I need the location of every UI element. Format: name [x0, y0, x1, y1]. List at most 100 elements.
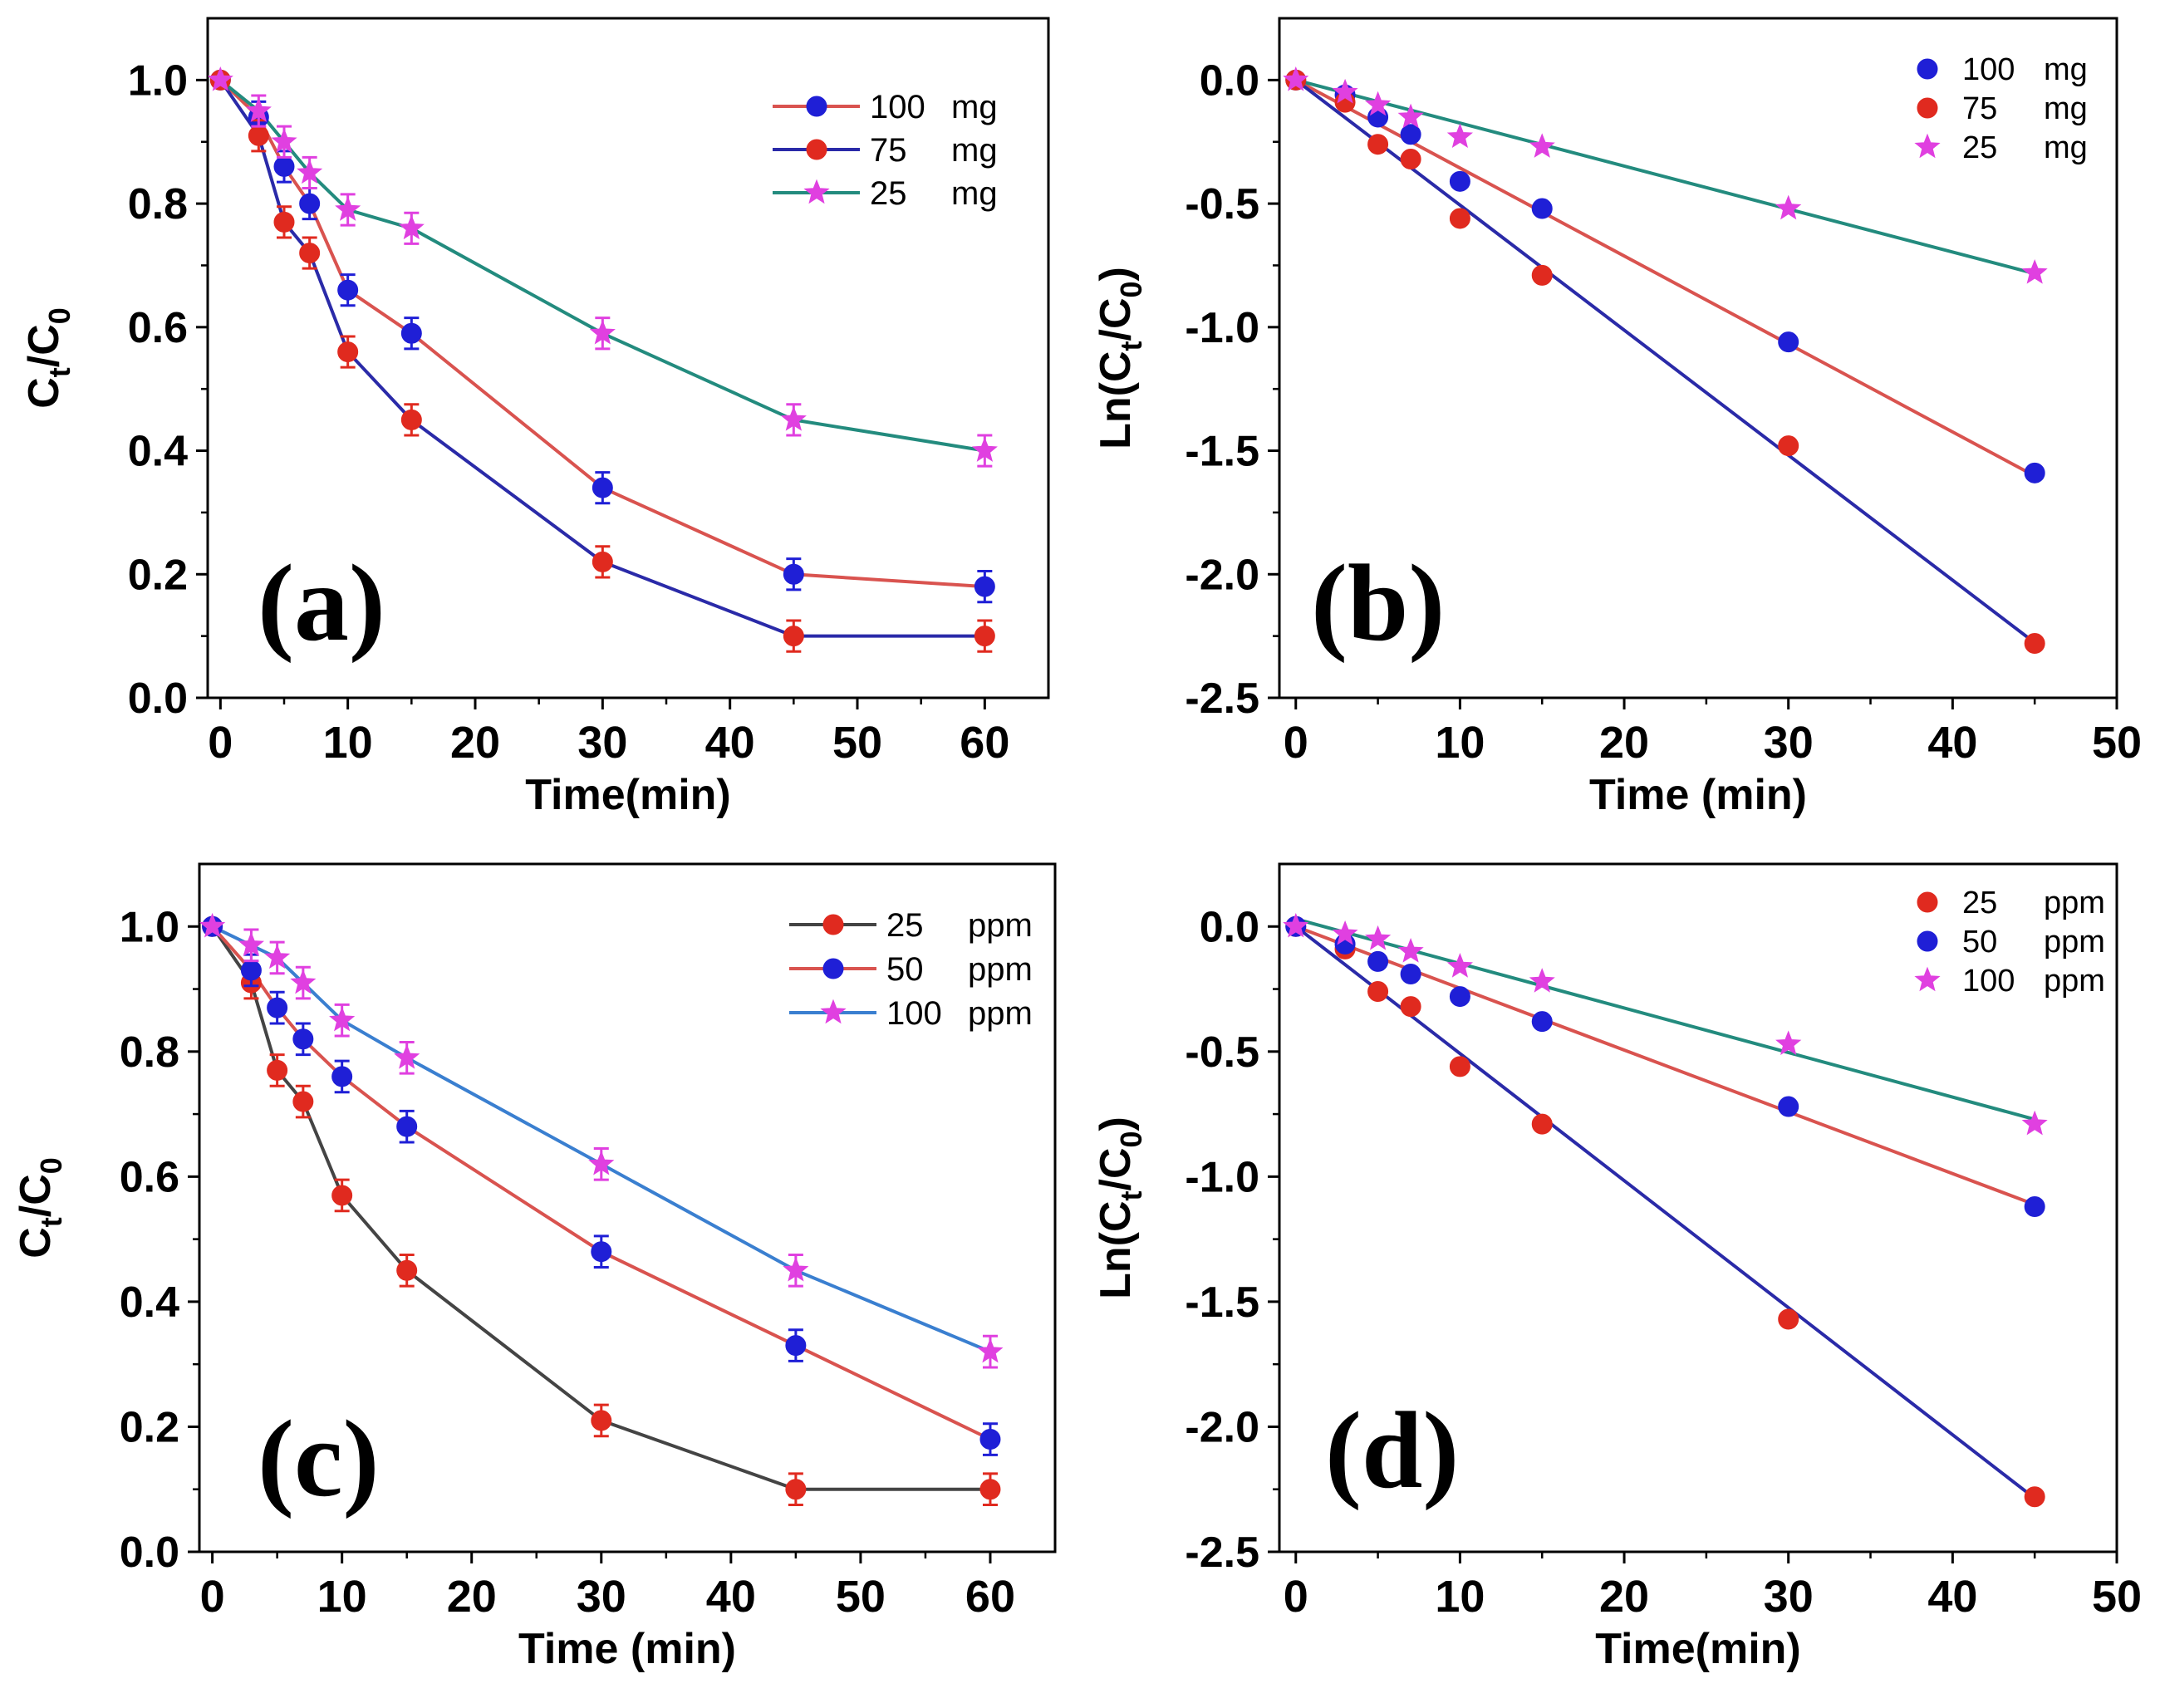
- data-point: [2021, 259, 2048, 284]
- plot-frame: [1278, 17, 2118, 699]
- data-point: [1449, 1056, 1470, 1077]
- fit-line: [1294, 925, 2036, 1500]
- legend-value: 50: [1962, 925, 1997, 960]
- legend: 25 ppm 50 ppm 100 ppm: [1914, 886, 2105, 999]
- data-point: [2024, 1195, 2045, 1217]
- fit-line: [1295, 917, 2035, 1121]
- data-point: [1775, 194, 1802, 220]
- legend-swatch-marker: [1917, 97, 1938, 119]
- data-point: [1364, 925, 1392, 950]
- legend: 25 ppm 50 ppm 100 ppm: [789, 907, 1033, 1032]
- legend-swatch-marker: [1914, 133, 1941, 159]
- data-point: [240, 960, 262, 981]
- y-tick-label: 1.0: [120, 903, 179, 951]
- x-tick-label: 0: [208, 718, 233, 768]
- data-point: [1446, 953, 1474, 978]
- y-axis-title-part: /C: [20, 324, 68, 367]
- x-tick-label: 10: [1435, 718, 1485, 768]
- legend-swatch-marker: [806, 139, 827, 160]
- data-point: [398, 214, 425, 240]
- y-axis-title-part: /C: [1092, 297, 1140, 341]
- y-axis-title-part: t: [42, 367, 76, 377]
- y-tick-label: -2.5: [1185, 1529, 1259, 1577]
- data-point: [783, 626, 804, 647]
- y-tick-label: 0.0: [1200, 56, 1259, 105]
- panel-label: (a): [258, 542, 385, 664]
- data-point: [785, 1479, 807, 1500]
- series-100-mg: [1294, 78, 2036, 478]
- data-point: [1283, 66, 1309, 91]
- data-point: [335, 196, 361, 221]
- y-axis-title-part: t: [34, 1217, 68, 1227]
- data-point: [1397, 103, 1424, 129]
- data-point: [1332, 920, 1358, 945]
- data-point: [1367, 134, 1389, 155]
- data-point: [1529, 133, 1555, 158]
- legend: 100 mg 75 mg 25 mg: [1914, 52, 2088, 165]
- data-point: [1367, 950, 1389, 972]
- y-tick-label: -2.5: [1185, 675, 1259, 723]
- data-point: [199, 912, 226, 938]
- legend-swatch-marker: [820, 999, 847, 1024]
- data-point: [592, 477, 613, 498]
- data-point: [290, 969, 317, 994]
- data-point: [292, 1091, 314, 1112]
- x-tick-label: 50: [836, 1572, 886, 1622]
- data-point: [396, 1116, 418, 1137]
- legend-unit: ppm: [2044, 925, 2105, 960]
- data-point: [785, 1335, 807, 1357]
- plot-frame: [1278, 862, 2118, 1553]
- legend-unit: mg: [2044, 130, 2088, 165]
- legend-swatch-marker: [822, 914, 844, 935]
- y-tick-label: 0.2: [120, 1403, 179, 1451]
- y-axis-title-part: Ln(C: [1092, 1200, 1140, 1298]
- y-axis-title-part: C: [20, 377, 68, 409]
- legend-value: 25: [1962, 886, 1997, 920]
- legend-unit: mg: [951, 175, 998, 212]
- x-tick-label: 40: [705, 718, 755, 768]
- data-point: [1283, 912, 1309, 938]
- data-point: [971, 437, 998, 462]
- data-point: [273, 155, 295, 177]
- y-tick-label: 0.2: [128, 551, 188, 599]
- y-axis-title-part: t: [1114, 1190, 1148, 1200]
- series-100-ppm: [1295, 917, 2035, 1121]
- data-point: [248, 125, 269, 146]
- data-point: [591, 1241, 612, 1263]
- data-point: [1531, 264, 1553, 286]
- data-point: [1778, 1308, 1799, 1330]
- y-tick-label: -2.0: [1185, 1403, 1259, 1451]
- legend-swatch-marker: [803, 179, 830, 204]
- data-point: [591, 1410, 612, 1431]
- x-tick-label: 20: [447, 1572, 497, 1622]
- y-axis-title-part: ): [1092, 267, 1140, 281]
- chart-panel-a: 0 10 20 30 40 50 60 0.0 0.2 0.4 0.6 0.8 1.0 Time(min)…: [20, 17, 1050, 819]
- panel-label: (d): [1325, 1389, 1459, 1511]
- legend-swatch-marker: [806, 96, 827, 117]
- legend-unit: ppm: [2044, 964, 2105, 999]
- x-tick-label: 60: [965, 1572, 1015, 1622]
- y-axis-title-part: ): [1092, 1117, 1140, 1131]
- panel-label: (b): [1311, 542, 1445, 664]
- y-tick-label: 0.6: [120, 1153, 179, 1201]
- data-point: [238, 931, 265, 957]
- data-point: [2024, 462, 2045, 483]
- chart-panel-d: 0 10 20 30 40 50 0.0 -0.5 -1.0 -1.5 -2.0 -2.5 Time(m…: [1092, 862, 2142, 1673]
- legend-value: 50: [886, 951, 924, 988]
- y-axis-title-part: /C: [12, 1174, 60, 1217]
- y-axis-title-part: 0: [1114, 281, 1148, 297]
- y-tick-label: 0.8: [120, 1028, 179, 1077]
- x-tick-label: 0: [1284, 718, 1308, 768]
- legend-unit: ppm: [2044, 886, 2105, 920]
- y-axis-title-part: Ln(C: [1092, 351, 1140, 449]
- legend-value: 100: [1962, 52, 2015, 87]
- x-tick-label: 50: [2092, 718, 2142, 768]
- markers-25-mg: [1283, 66, 2048, 284]
- legend-unit: mg: [2044, 91, 2088, 126]
- y-axis-title: Ln(Ct/C0): [1092, 267, 1148, 449]
- data-point: [245, 97, 272, 122]
- x-axis-title: Time(min): [1595, 1625, 1801, 1673]
- x-axis-title: Time (min): [1589, 771, 1807, 819]
- data-point: [1449, 208, 1470, 229]
